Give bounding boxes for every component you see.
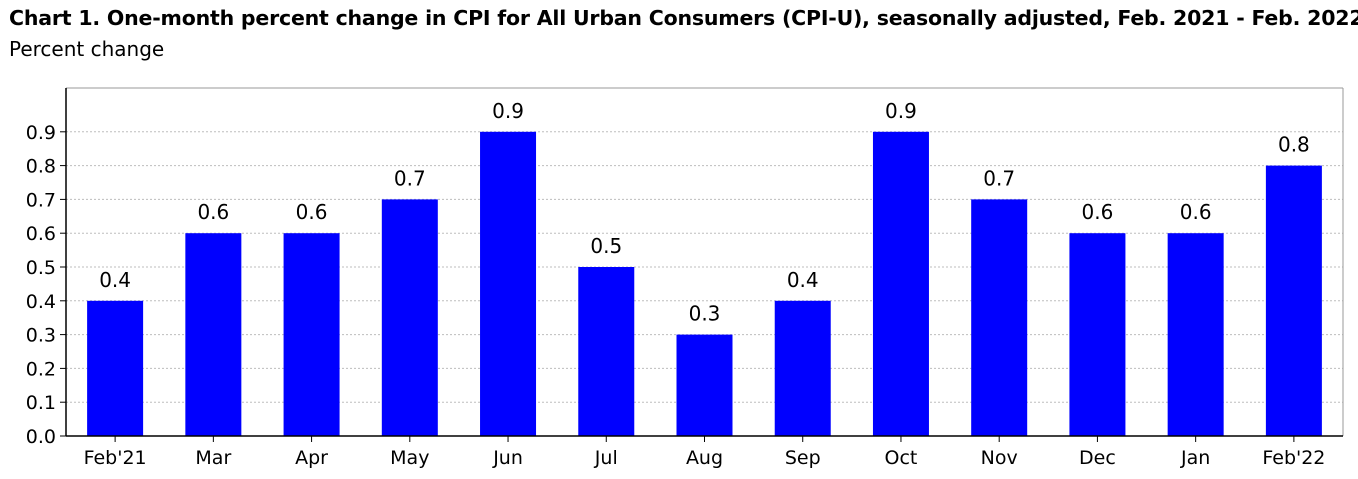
x-tick-label: Mar xyxy=(195,447,231,469)
data-label: 0.6 xyxy=(296,200,328,224)
y-tick-label: 0.2 xyxy=(26,358,56,380)
bar xyxy=(676,334,733,436)
data-label: 0.5 xyxy=(590,234,622,258)
y-tick-label: 0.8 xyxy=(26,156,56,178)
x-tick-label: Feb'21 xyxy=(84,447,147,469)
bar xyxy=(872,131,929,437)
bar xyxy=(185,233,242,436)
bar xyxy=(87,300,144,436)
y-tick-label: 0.9 xyxy=(26,122,56,144)
x-tick-label: Apr xyxy=(295,447,328,469)
chart-title: Chart 1. One-month percent change in CPI… xyxy=(9,6,1358,30)
data-label: 0.6 xyxy=(1082,200,1114,224)
y-tick-label: 0.6 xyxy=(26,223,56,245)
data-label: 0.9 xyxy=(492,99,524,123)
bar xyxy=(1265,165,1322,436)
data-label: 0.8 xyxy=(1278,133,1310,157)
data-label: 0.7 xyxy=(983,166,1015,190)
chart-subtitle: Percent change xyxy=(9,37,165,61)
data-label: 0.7 xyxy=(394,166,426,190)
bar xyxy=(774,300,831,436)
y-tick-label: 0.1 xyxy=(26,392,56,414)
bar xyxy=(971,199,1028,436)
data-label: 0.6 xyxy=(1180,200,1212,224)
y-tick-label: 0.3 xyxy=(26,325,56,347)
bar xyxy=(578,267,635,436)
bar xyxy=(1069,233,1126,436)
data-label: 0.4 xyxy=(99,268,131,292)
x-tick-label: Jun xyxy=(492,447,523,469)
x-tick-label: Sep xyxy=(785,447,821,469)
x-tick-label: Jul xyxy=(594,447,618,469)
y-tick-label: 0.0 xyxy=(26,426,56,448)
bar xyxy=(381,199,438,436)
bar xyxy=(480,131,537,437)
x-tick-label: Nov xyxy=(981,447,1018,469)
y-tick-label: 0.5 xyxy=(26,257,56,279)
y-tick-label: 0.7 xyxy=(26,189,56,211)
data-label: 0.4 xyxy=(787,268,819,292)
data-label: 0.9 xyxy=(885,99,917,123)
y-tick-label: 0.4 xyxy=(26,291,56,313)
x-tick-label: Dec xyxy=(1079,447,1116,469)
x-tick-label: Jan xyxy=(1180,447,1210,469)
bar xyxy=(283,233,340,436)
x-tick-label: Oct xyxy=(885,447,918,469)
data-label: 0.6 xyxy=(197,200,229,224)
x-tick-label: Feb'22 xyxy=(1262,447,1325,469)
x-tick-label: May xyxy=(390,447,429,469)
bar xyxy=(1167,233,1224,436)
data-label: 0.3 xyxy=(689,302,721,326)
x-tick-label: Aug xyxy=(686,447,723,469)
